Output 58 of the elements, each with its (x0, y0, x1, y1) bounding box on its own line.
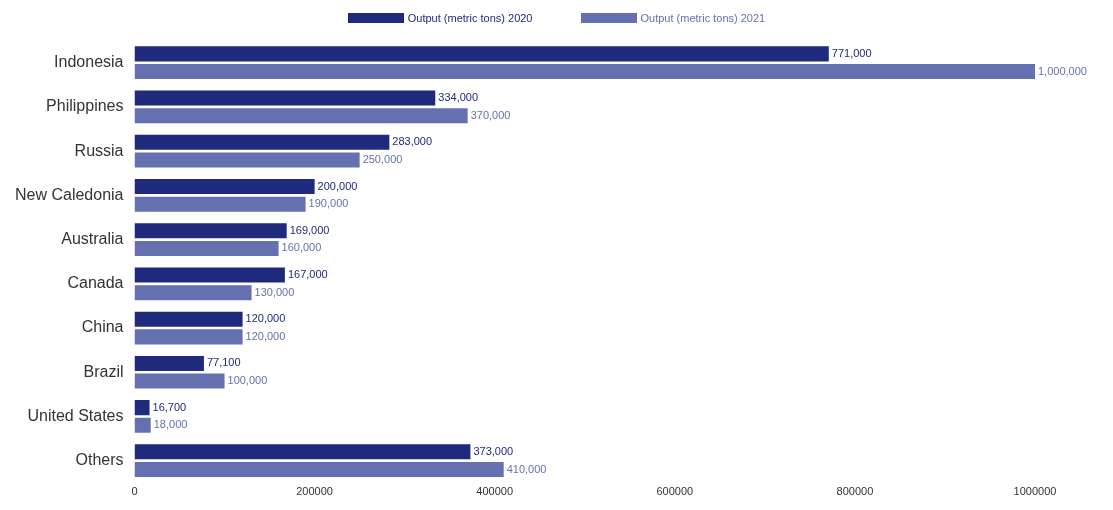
bar (134, 417, 151, 433)
data-label: 100,000 (227, 374, 268, 387)
data-label: 160,000 (281, 241, 322, 254)
bar (134, 373, 225, 389)
y-tick-label: United States (27, 406, 124, 424)
data-label: 410,000 (506, 462, 547, 475)
y-tick-label: New Caledonia (14, 185, 124, 203)
bar (134, 267, 285, 283)
bar (134, 240, 279, 256)
data-label: 130,000 (254, 285, 295, 298)
text: Output (metric tons) 2021 (640, 12, 766, 24)
x-tick-label: 0 (131, 485, 138, 498)
data-label: 77,100 (206, 356, 241, 369)
y-tick-label: Brazil (83, 362, 124, 380)
x-tick-label: 600000 (656, 485, 694, 498)
bar (134, 444, 471, 460)
data-label: 250,000 (362, 153, 403, 166)
data-label: 200,000 (317, 179, 358, 192)
bar (134, 311, 243, 327)
data-label: 373,000 (473, 444, 514, 457)
x-tick-label: 200000 (296, 485, 333, 498)
bar (134, 400, 150, 416)
bar (134, 285, 252, 301)
data-label: 18,000 (153, 418, 188, 431)
bar (134, 64, 1035, 80)
x-tick-label: 800000 (836, 485, 874, 498)
bar (134, 179, 315, 195)
y-tick-label: Indonesia (54, 53, 124, 71)
data-label: 771,000 (831, 46, 872, 59)
data-label: 120,000 (245, 329, 286, 342)
y-tick-label: Others (75, 451, 124, 469)
data-label: 169,000 (289, 223, 330, 236)
bar (134, 152, 360, 168)
bar (134, 134, 390, 150)
data-label: 334,000 (438, 91, 479, 104)
y-tick-label: China (81, 318, 124, 336)
y-tick-label: Australia (61, 230, 124, 247)
y-tick-label: Philippines (46, 97, 124, 115)
text: Output (metric tons) 2020 (407, 12, 533, 24)
y-tick-label: Russia (74, 141, 124, 159)
data-label: 16,700 (152, 400, 187, 413)
data-label: 167,000 (287, 268, 328, 280)
bar (134, 223, 287, 239)
bar (134, 355, 204, 371)
bar (134, 329, 243, 345)
data-label: 1,000,000 (1038, 64, 1087, 77)
data-label: 370,000 (470, 108, 511, 121)
bar (134, 196, 306, 212)
x-tick-label: 400000 (476, 485, 514, 498)
y-tick-label: Canada (67, 274, 124, 292)
data-label: 283,000 (392, 135, 433, 148)
bar (134, 90, 436, 106)
data-label: 190,000 (308, 197, 349, 210)
bar (134, 462, 504, 478)
data-label: 120,000 (245, 312, 286, 325)
bar (134, 108, 468, 124)
x-tick-label: 1000000 (1013, 485, 1057, 498)
bar (134, 46, 829, 62)
